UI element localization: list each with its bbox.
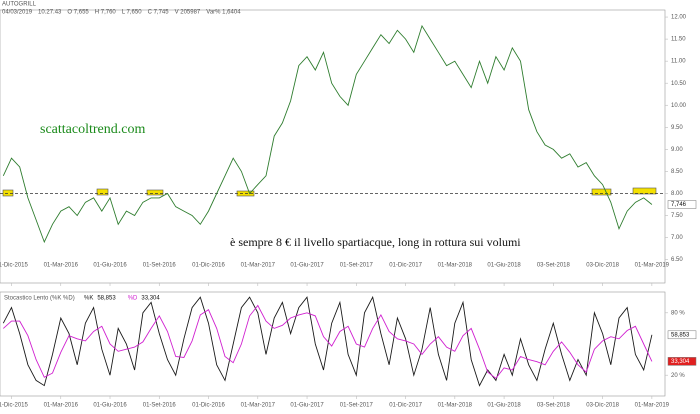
y-tick-label: 12.00 [671, 15, 687, 21]
x-tick-label: 01-Dic-2015 [0, 403, 28, 409]
marker [2, 189, 14, 197]
x-tick-label: 03-Set-2018 [537, 403, 571, 409]
x-tick-label: 01-Giu-2018 [487, 263, 521, 269]
marker [591, 188, 612, 196]
x-tick-label: 01-Mar-2018 [438, 403, 473, 409]
level-markers [2, 187, 657, 197]
x-tick-label: 01-Mar-2016 [44, 403, 79, 409]
x-tick-label: 01-Giu-2016 [93, 263, 127, 269]
y-tick-label: 7.00 [671, 235, 683, 241]
y-tick-label: 9.00 [671, 147, 683, 153]
chart-title: AUTOGRILL [2, 2, 37, 8]
x-tick-label: 01-Set-2017 [340, 403, 374, 409]
y-tick-label: 11.50 [671, 37, 686, 43]
header-field: Var% 1,6404 [206, 10, 241, 16]
x-tick-label: 03-Dic-2018 [586, 403, 619, 409]
x-tick-label: 01-Set-2016 [143, 263, 177, 269]
marker [146, 189, 164, 196]
y-tick-label: 9.50 [671, 125, 683, 131]
series-line [3, 304, 653, 379]
oscillator-title: Stocastico Lento (%K %D) [4, 296, 75, 302]
legend-name: %D [128, 296, 138, 302]
y-tick-label: 10.00 [671, 103, 687, 109]
y-tick-label: 7.50 [671, 213, 683, 219]
legend-value: 33,304 [141, 296, 160, 302]
y-tick-label: 6.50 [671, 257, 683, 263]
x-tick-label: 01-Dic-2016 [192, 403, 225, 409]
oscillator-panel [0, 291, 666, 397]
last-value-box [667, 200, 697, 209]
x-tick-label: 01-Mar-2017 [241, 403, 276, 409]
y-tick-label: 10.50 [671, 81, 687, 87]
header-field: L 7,650 [122, 10, 142, 16]
header-field: 10.27.43 [38, 10, 62, 16]
marker [96, 188, 109, 196]
series-line [2, 295, 653, 387]
x-tick-label: 01-Giu-2016 [93, 403, 127, 409]
x-tick-label: 01-Giu-2018 [487, 403, 521, 409]
x-tick-label: 03-Dic-2018 [586, 263, 619, 269]
x-tick-label: 01-Dic-2016 [192, 263, 225, 269]
last-value-label: 58,853 [671, 332, 690, 338]
last-value-box [667, 330, 697, 340]
series-line [2, 24, 653, 244]
x-tick-label: 01-Set-2016 [143, 403, 177, 409]
x-tick-label: 01-Mar-2019 [635, 403, 670, 409]
header-field: 04/03/2019 [2, 10, 33, 16]
last-value-label: 33,304 [671, 359, 690, 365]
y-tick-label: 8.00 [671, 191, 683, 197]
watermark: scattacoltrend.com [40, 122, 145, 137]
header-field: O 7,655 [67, 10, 89, 16]
x-tick-label: 01-Dic-2017 [389, 263, 422, 269]
header-field: C 7,745 [148, 10, 170, 16]
header-field: H 7,760 [95, 10, 117, 16]
x-tick-label: 03-Set-2018 [537, 263, 571, 269]
last-value-label: 7,746 [671, 202, 687, 208]
y-tick-label: 11.00 [671, 59, 686, 65]
y-tick-label: 20 % [671, 373, 685, 379]
x-tick-label: 01-Giu-2017 [290, 263, 324, 269]
header-field: V 205987 [175, 10, 201, 16]
x-tick-label: 01-Mar-2017 [241, 263, 276, 269]
y-tick-label: 80 % [671, 310, 685, 316]
x-tick-label: 01-Dic-2015 [0, 263, 28, 269]
last-value-box [667, 357, 697, 366]
x-tick-label: 01-Mar-2018 [438, 263, 473, 269]
marker [632, 187, 657, 195]
legend-value: 58,853 [97, 296, 116, 302]
price-panel [0, 9, 666, 284]
x-tick-label: 01-Mar-2016 [44, 263, 79, 269]
y-tick-label: 8.50 [671, 169, 683, 175]
x-tick-label: 01-Dic-2017 [389, 403, 422, 409]
legend-name: %K [84, 296, 93, 302]
x-tick-label: 01-Giu-2017 [290, 403, 324, 409]
x-tick-label: 01-Set-2017 [340, 263, 374, 269]
x-tick-label: 01-Mar-2019 [635, 263, 670, 269]
annotation: è sempre 8 € il livello spartiacque, lon… [230, 235, 521, 249]
